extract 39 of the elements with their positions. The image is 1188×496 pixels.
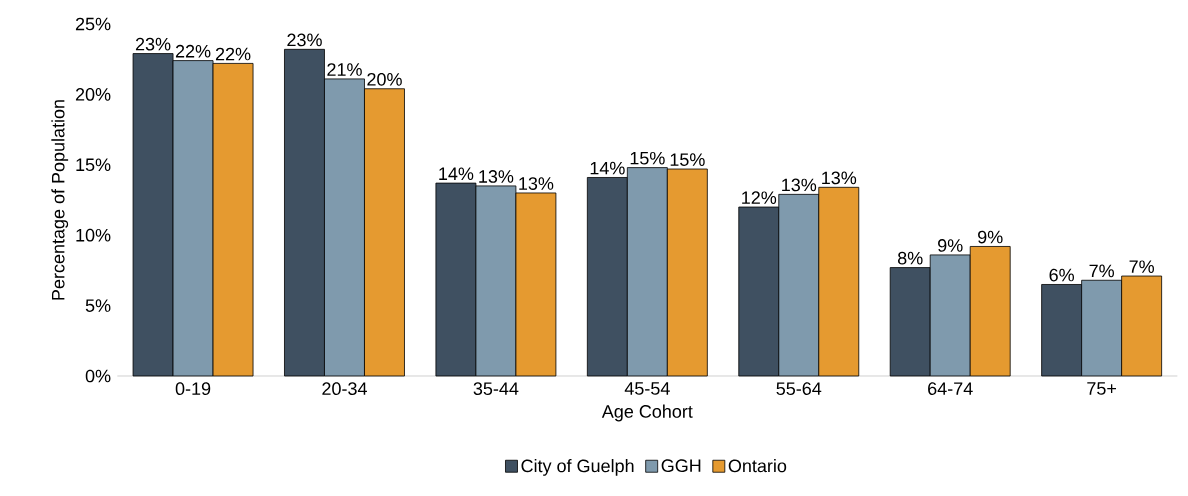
data-label: 13%: [519, 177, 554, 190]
data-label: 14%: [590, 161, 625, 175]
data-label: 12%: [742, 191, 777, 204]
data-label: 13%: [782, 178, 817, 192]
data-label: 9%: [938, 239, 963, 252]
x-tick-label: 20-34: [322, 382, 367, 395]
x-tick-label: 35-44: [473, 382, 519, 395]
legend-label: City of Guelph: [521, 459, 634, 476]
x-axis-title: Age Cohort: [601, 404, 693, 422]
data-label: 14%: [439, 167, 474, 181]
y-tick-label: 20%: [75, 88, 111, 101]
data-label: 23%: [287, 33, 322, 47]
legend-label: Ontario: [728, 459, 787, 473]
y-tick-label: 0%: [85, 369, 111, 383]
data-label: 9%: [978, 230, 1003, 244]
data-label: 13%: [479, 170, 514, 183]
data-label: 7%: [1089, 264, 1114, 278]
data-label: 7%: [1129, 260, 1154, 273]
x-tick-label: 75+: [1087, 382, 1116, 395]
data-label: 20%: [367, 72, 402, 86]
y-tick-label: 10%: [76, 228, 111, 242]
x-tick-label: 0-19: [175, 382, 211, 395]
y-tick-label: 5%: [85, 299, 111, 312]
data-label: 22%: [175, 44, 211, 58]
data-label: 23%: [135, 37, 171, 51]
data-label: 15%: [670, 153, 705, 166]
data-label: 21%: [327, 63, 362, 76]
y-tick-label: 15%: [76, 158, 111, 172]
x-tick-label: 64-74: [928, 382, 973, 395]
data-label: 15%: [630, 151, 665, 165]
x-tick-label: 45-54: [624, 382, 670, 395]
data-label: 13%: [822, 171, 857, 185]
data-label: 8%: [897, 251, 923, 265]
data-label: 6%: [1049, 268, 1074, 282]
y-axis-title: Percentage of Population: [51, 100, 69, 300]
data-label: 22%: [215, 47, 251, 61]
x-tick-label: 55-64: [776, 382, 822, 395]
y-tick-label: 25%: [75, 17, 111, 31]
legend-label: GGH: [661, 459, 701, 473]
